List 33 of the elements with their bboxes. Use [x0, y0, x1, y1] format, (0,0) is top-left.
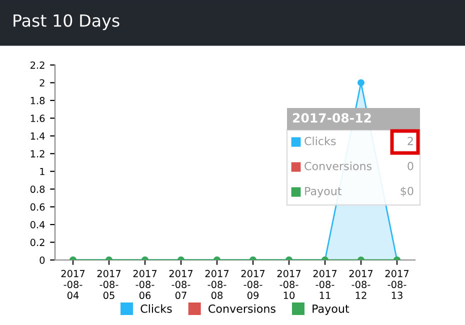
annotation: 2017-08-12 — [292, 113, 371, 123]
y-tick-label: 2 — [40, 79, 44, 86]
y-tick-label: 1.8 — [30, 96, 45, 104]
x-tick-label: 2017 -08- 09 — [241, 270, 265, 300]
x-tick-label: 2017 -08- 05 — [97, 270, 121, 300]
y-tick-label: 0.8 — [30, 186, 45, 193]
x-tick-label: 2017 -08- 06 — [133, 270, 157, 300]
annotation: Clicks — [304, 136, 336, 146]
x-tick-label: 2017 -08- 08 — [205, 270, 229, 300]
x-tick-label: 2017 -08- 07 — [169, 270, 193, 300]
annotation: Conversions — [304, 162, 372, 170]
x-tick-label: 2017 -08- 04 — [61, 270, 85, 300]
legend-label: Conversions — [208, 304, 276, 313]
y-tick-label: 0.6 — [30, 203, 45, 211]
legend-label: Payout — [312, 304, 350, 315]
y-tick-label: 0 — [40, 256, 45, 264]
y-tick-label: 1.6 — [30, 114, 45, 122]
legend-label: Clicks — [140, 304, 172, 313]
chart-title: Past 10 Days — [14, 14, 120, 30]
y-tick-label: 1.2 — [30, 150, 44, 158]
annotation: $0 — [400, 186, 414, 197]
y-tick-label: 2.2 — [30, 61, 44, 69]
annotation: Payout — [305, 186, 342, 198]
x-tick-label: 2017 -08- 12 — [349, 270, 373, 299]
y-tick-label: 0.4 — [30, 221, 45, 228]
y-tick-label: 1 — [40, 168, 44, 176]
annotation: 2 — [408, 136, 413, 146]
x-tick-label: 2017 -08- 13 — [385, 270, 409, 300]
annotation: 0 — [408, 162, 414, 170]
y-tick-label: 0.2 — [30, 238, 44, 246]
y-tick-label: 1.4 — [30, 132, 45, 140]
x-tick-label: 2017 -08- 10 — [277, 270, 301, 300]
x-tick-label: 2017 -08- 11 — [313, 270, 337, 299]
